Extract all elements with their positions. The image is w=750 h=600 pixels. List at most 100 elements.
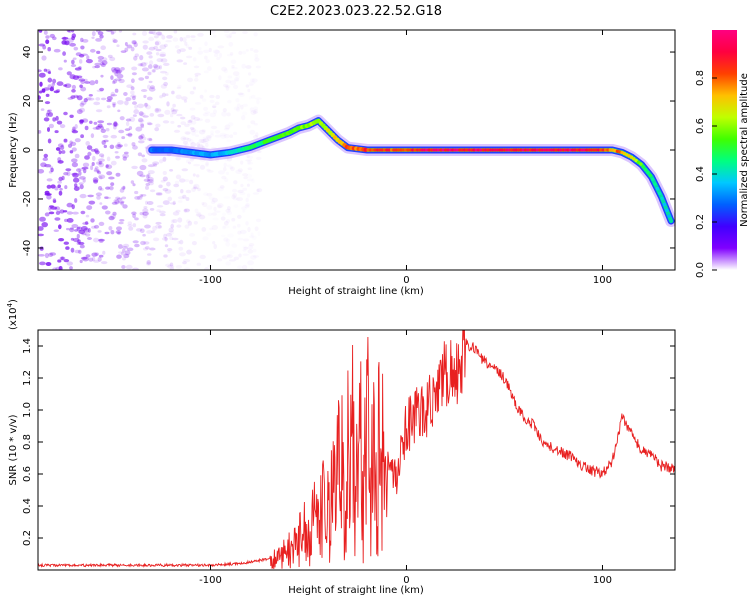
noise-point bbox=[151, 69, 156, 73]
noise-point bbox=[88, 257, 94, 262]
noise-point bbox=[176, 49, 181, 54]
noise-point bbox=[45, 262, 52, 266]
noise-point bbox=[81, 232, 87, 236]
noise-point bbox=[80, 86, 87, 92]
noise-point bbox=[141, 30, 148, 36]
noise-point bbox=[172, 219, 178, 223]
noise-point bbox=[136, 228, 143, 232]
noise-point bbox=[253, 249, 257, 253]
ridge-point bbox=[636, 160, 641, 164]
noise-point bbox=[206, 192, 213, 197]
noise-point bbox=[153, 237, 160, 242]
noise-point bbox=[142, 211, 149, 216]
noise-point bbox=[123, 92, 128, 96]
noise-point bbox=[209, 228, 213, 231]
noise-point bbox=[80, 256, 88, 260]
noise-point bbox=[97, 120, 105, 124]
y-tick-label: 20 bbox=[22, 95, 33, 108]
noise-point bbox=[140, 62, 147, 67]
noise-point bbox=[182, 194, 187, 199]
snr-exponent: (x104) bbox=[6, 299, 19, 330]
noise-point bbox=[204, 42, 207, 47]
noise-point bbox=[189, 179, 194, 185]
noise-point bbox=[142, 247, 149, 251]
noise-point bbox=[131, 72, 137, 76]
noise-point bbox=[198, 129, 206, 135]
noise-point bbox=[120, 186, 126, 190]
noise-point bbox=[66, 218, 74, 223]
noise-point bbox=[190, 142, 197, 148]
noise-point bbox=[245, 65, 252, 69]
noise-point bbox=[71, 30, 75, 33]
spectrogram-x-label: Height of straight line (km) bbox=[288, 286, 424, 297]
noise-point bbox=[229, 134, 234, 138]
ridge-point bbox=[594, 148, 598, 152]
noise-point bbox=[220, 216, 226, 221]
snr-exponent-base: (x10 bbox=[8, 307, 19, 330]
spectral-ridge bbox=[145, 114, 675, 227]
noise-point bbox=[94, 167, 98, 172]
noise-point bbox=[160, 70, 167, 74]
noise-point bbox=[65, 246, 70, 250]
noise-point bbox=[74, 153, 80, 159]
noise-point bbox=[183, 208, 187, 213]
spectrogram-y-label: Frequency (Hz) bbox=[8, 112, 19, 188]
noise-point bbox=[85, 96, 92, 101]
noise-point bbox=[89, 120, 93, 125]
noise-point bbox=[172, 109, 179, 112]
noise-point bbox=[93, 179, 99, 184]
noise-point bbox=[254, 54, 258, 59]
noise-point bbox=[131, 78, 135, 83]
noise-point bbox=[52, 198, 57, 203]
noise-point bbox=[95, 192, 102, 197]
x-tick-label: 0 bbox=[403, 575, 409, 586]
noise-point bbox=[184, 123, 190, 128]
noise-point bbox=[88, 200, 96, 205]
noise-point bbox=[115, 69, 122, 74]
noise-point bbox=[179, 37, 183, 42]
noise-point bbox=[43, 68, 48, 72]
noise-point bbox=[146, 262, 152, 266]
noise-point bbox=[175, 209, 181, 213]
noise-point bbox=[191, 241, 197, 246]
noise-point bbox=[186, 138, 192, 142]
noise-point bbox=[92, 127, 99, 130]
noise-point bbox=[137, 63, 143, 67]
noise-point bbox=[204, 55, 208, 60]
noise-point bbox=[52, 78, 57, 84]
noise-point bbox=[139, 228, 145, 233]
noise-point bbox=[125, 121, 130, 127]
noise-point bbox=[48, 211, 55, 215]
noise-point bbox=[133, 42, 138, 48]
noise-point bbox=[170, 120, 175, 124]
noise-point bbox=[229, 52, 234, 56]
noise-point bbox=[122, 243, 130, 248]
noise-point bbox=[122, 246, 128, 250]
noise-point bbox=[166, 152, 172, 157]
noise-point bbox=[106, 105, 111, 109]
noise-point bbox=[178, 200, 183, 203]
ridge-point bbox=[658, 191, 662, 196]
noise-point bbox=[114, 199, 120, 205]
noise-point bbox=[71, 128, 77, 133]
noise-point bbox=[255, 132, 259, 138]
noise-point bbox=[144, 246, 150, 250]
noise-point bbox=[96, 50, 101, 55]
noise-point bbox=[255, 97, 262, 100]
ridge-point bbox=[559, 148, 563, 152]
noise-point bbox=[38, 69, 42, 73]
noise-point bbox=[250, 255, 257, 260]
colorbar-tick-label: 0.0 bbox=[695, 262, 706, 278]
ridge-point bbox=[451, 148, 455, 152]
noise-point bbox=[120, 201, 124, 206]
noise-point bbox=[54, 186, 59, 191]
noise-point bbox=[87, 228, 91, 233]
noise-point bbox=[162, 156, 167, 162]
noise-point bbox=[177, 217, 183, 223]
noise-point bbox=[223, 83, 229, 88]
noise-point bbox=[132, 101, 137, 105]
noise-point bbox=[221, 66, 228, 72]
noise-point bbox=[114, 88, 119, 93]
noise-point bbox=[95, 109, 103, 113]
noise-point bbox=[96, 161, 101, 165]
